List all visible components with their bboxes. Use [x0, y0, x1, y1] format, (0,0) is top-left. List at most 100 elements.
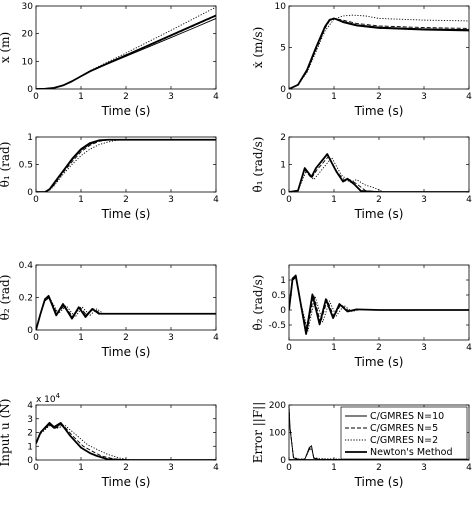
x-tick-label: 1	[78, 333, 84, 343]
legend-entry: C/GMRES N=10	[370, 411, 444, 422]
y-tick-label: 20	[22, 30, 34, 40]
y-tick-label: 0.4	[19, 261, 34, 271]
series-line-4	[289, 153, 469, 192]
axes-frame	[35, 136, 217, 193]
x-axis-label: Time (s)	[354, 475, 404, 489]
legend: C/GMRES N=10C/GMRES N=5C/GMRES N=2Newton…	[340, 406, 468, 460]
y-tick-label: 10	[275, 2, 287, 12]
subplot-theta1: 0 1 2 3 4 0 0.5 1 Time (s) θ₁ (rad)	[0, 133, 219, 221]
series-line-3	[36, 425, 216, 460]
y-exponent-label: x 104	[36, 392, 61, 405]
series-line-4	[289, 17, 469, 89]
legend-entry: Newton's Method	[370, 447, 453, 458]
subplot-theta2dot: 0 1 2 3 4 -0.5 0 0.5 1 Time (s) θ̇₂ (rad/s)	[251, 264, 472, 369]
x-tick-label: 4	[466, 92, 472, 102]
x-tick-label: 4	[213, 463, 219, 473]
x-tick-label: 0	[33, 333, 39, 343]
series-line-4	[289, 274, 469, 335]
x-tick-label: 0	[286, 195, 292, 205]
legend-entry: C/GMRES N=2	[370, 435, 438, 446]
subplot-theta1dot: 0 1 2 3 4 0 1 2 Time (s) θ̇₁ (rad/s)	[251, 133, 472, 221]
x-tick-label: 4	[213, 195, 219, 205]
x-axis-label: Time (s)	[101, 104, 151, 118]
y-tick-label: 200	[269, 401, 286, 411]
legend-entry: C/GMRES N=5	[370, 423, 438, 434]
x-tick-label: 4	[466, 463, 472, 473]
x-tick-label: 0	[286, 92, 292, 102]
y-axis-label: ẋ (m/s)	[251, 27, 265, 69]
x-tick-label: 0	[33, 195, 39, 205]
y-tick-label: 1	[280, 161, 286, 171]
x-tick-label: 0	[286, 463, 292, 473]
x-tick-label: 3	[168, 463, 174, 473]
x-tick-label: 4	[213, 333, 219, 343]
series-line-3	[289, 14, 469, 89]
x-tick-label: 2	[376, 343, 382, 353]
y-tick-label: 2	[280, 133, 286, 143]
x-tick-label: 0	[33, 463, 39, 473]
x-tick-label: 1	[331, 195, 337, 205]
x-tick-label: 1	[78, 195, 84, 205]
series-line-4	[36, 421, 216, 460]
axes-frame	[35, 5, 217, 90]
x-tick-label: 0	[286, 343, 292, 353]
x-axis-label: Time (s)	[354, 207, 404, 221]
subplot-input: 0 1 2 3 4 0 1 2 3 4 Time (s) Input u (N) x 104	[0, 392, 219, 489]
subplot-x: 0 1 2 3 4 0 10 20 30 Time (s) x (m)	[0, 2, 219, 118]
x-axis-label: Time (s)	[354, 104, 404, 118]
x-tick-label: 4	[466, 195, 472, 205]
x-tick-label: 4	[466, 343, 472, 353]
y-tick-label: 0	[27, 85, 33, 95]
y-tick-label: 0.5	[272, 291, 286, 301]
y-tick-label: 10	[22, 57, 34, 67]
series-line-4	[36, 14, 216, 89]
y-tick-label: 1	[27, 133, 33, 143]
x-axis-label: Time (s)	[354, 355, 404, 369]
y-tick-label: 1	[280, 276, 286, 286]
y-tick-label: 0.2	[19, 294, 33, 304]
subplot-xdot: 0 1 2 3 4 0 5 10 Time (s) ẋ (m/s)	[251, 2, 472, 118]
series-line-4	[36, 294, 216, 330]
x-tick-label: 2	[376, 92, 382, 102]
y-axis-label: θ̇₂ (rad/s)	[251, 275, 265, 331]
y-tick-label: -0.5	[268, 321, 286, 331]
x-tick-label: 3	[421, 92, 427, 102]
y-tick-label: 0	[27, 456, 33, 466]
y-tick-label: 0.5	[19, 161, 33, 171]
y-tick-label: 2	[27, 429, 33, 439]
x-tick-label: 3	[421, 343, 427, 353]
axes-frame	[35, 404, 217, 461]
y-tick-label: 0	[280, 85, 286, 95]
y-tick-label: 100	[269, 429, 286, 439]
y-axis-label: x (m)	[0, 32, 12, 63]
y-tick-label: 0	[27, 326, 33, 336]
x-tick-label: 3	[421, 195, 427, 205]
x-tick-label: 3	[168, 333, 174, 343]
y-tick-label: 5	[280, 44, 286, 54]
x-tick-label: 4	[213, 92, 219, 102]
x-tick-label: 2	[376, 195, 382, 205]
y-tick-label: 3	[27, 415, 33, 425]
x-tick-label: 1	[331, 343, 337, 353]
x-tick-label: 0	[33, 92, 39, 102]
y-tick-label: 0	[280, 306, 286, 316]
x-tick-label: 2	[376, 463, 382, 473]
y-axis-label: θ₂ (rad)	[0, 275, 12, 321]
y-tick-label: 0	[280, 188, 286, 198]
series-line-3	[36, 6, 216, 89]
x-tick-label: 3	[168, 195, 174, 205]
x-tick-label: 2	[123, 333, 129, 343]
series-line-4	[36, 138, 216, 192]
y-axis-label: θ̇₁ (rad/s)	[251, 137, 265, 193]
series-line-3	[289, 406, 469, 460]
y-tick-label: 0	[27, 188, 33, 198]
axes-frame	[288, 264, 470, 341]
x-tick-label: 1	[331, 463, 337, 473]
subplot-theta2: 0 1 2 3 4 0 0.2 0.4 Time (s) θ₂ (rad)	[0, 261, 219, 359]
x-tick-label: 3	[421, 463, 427, 473]
series-line-2	[289, 406, 469, 460]
y-tick-label: 0	[280, 456, 286, 466]
x-tick-label: 3	[168, 92, 174, 102]
x-axis-label: Time (s)	[101, 207, 151, 221]
